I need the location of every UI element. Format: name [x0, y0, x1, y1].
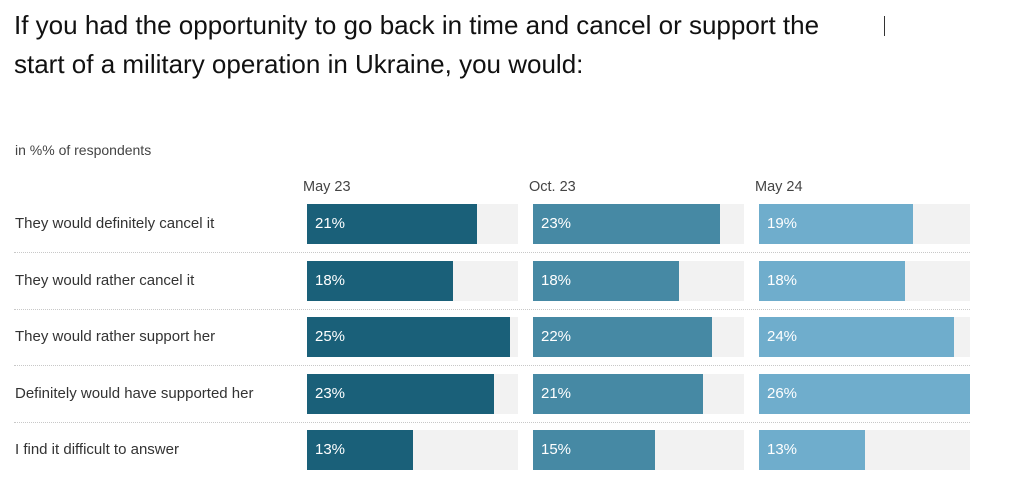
data-label: 25% [315, 328, 346, 345]
bar [759, 204, 914, 244]
bar [759, 373, 970, 414]
bar-track: 13% [307, 430, 518, 470]
data-label: 15% [541, 441, 572, 458]
bar [533, 204, 720, 244]
data-label: 18% [767, 271, 798, 289]
data-label: 23% [315, 384, 346, 402]
bar [307, 373, 494, 414]
data-label: 22% [541, 328, 572, 345]
bar-track: 24% [759, 317, 970, 357]
bar [307, 317, 510, 357]
data-label: 13% [315, 441, 346, 458]
bar [307, 204, 478, 244]
bar-track: 18% [759, 260, 970, 301]
row-separator [14, 252, 970, 253]
bar [533, 260, 680, 301]
row-label-5: I find it difficult to answer [15, 441, 179, 458]
column-header-1: May 23 [303, 179, 351, 195]
bar [533, 430, 655, 470]
bar-track: 18% [533, 260, 744, 301]
row-separator [14, 308, 970, 310]
data-label: 18% [541, 271, 572, 289]
data-label: 18% [315, 271, 346, 289]
bar-track: 26% [759, 373, 970, 414]
bar-track: 13% [759, 430, 970, 470]
bar [533, 317, 712, 357]
data-label: 21% [315, 215, 346, 232]
bar-track: 25% [307, 317, 518, 357]
data-label: 24% [767, 328, 798, 345]
bar-track: 18% [307, 260, 518, 301]
bar [759, 260, 906, 301]
data-label: 26% [767, 384, 798, 402]
row-separator [14, 421, 970, 423]
bar [307, 260, 454, 301]
row-label-1: They would definitely cancel it [15, 215, 215, 232]
data-label: 13% [767, 441, 798, 458]
data-label: 21% [541, 384, 572, 402]
bar [759, 317, 954, 357]
row-label-4: Definitely would have supported her [15, 384, 254, 402]
data-label: 19% [767, 215, 798, 232]
bar-track: 19% [759, 204, 970, 244]
column-header-2: Oct. 23 [529, 179, 576, 195]
bar-track: 21% [307, 204, 518, 244]
bar [307, 430, 413, 470]
bar-track: 22% [533, 317, 744, 357]
bar-track: 15% [533, 430, 744, 470]
bar-track: 23% [307, 373, 518, 414]
text-cursor [884, 16, 885, 36]
column-header-3: May 24 [755, 179, 803, 195]
row-label-3: They would rather support her [15, 328, 216, 345]
chart-subtitle: in %% of respondents [15, 142, 152, 158]
bar-track: 21% [533, 373, 744, 414]
bar [533, 373, 704, 414]
row-separator [14, 365, 970, 366]
chart-title: If you had the opportunity to go back in… [14, 10, 820, 79]
row-label-2: They would rather cancel it [15, 271, 195, 289]
bar-track: 23% [533, 204, 744, 244]
bar [759, 430, 865, 470]
data-label: 23% [541, 215, 572, 232]
